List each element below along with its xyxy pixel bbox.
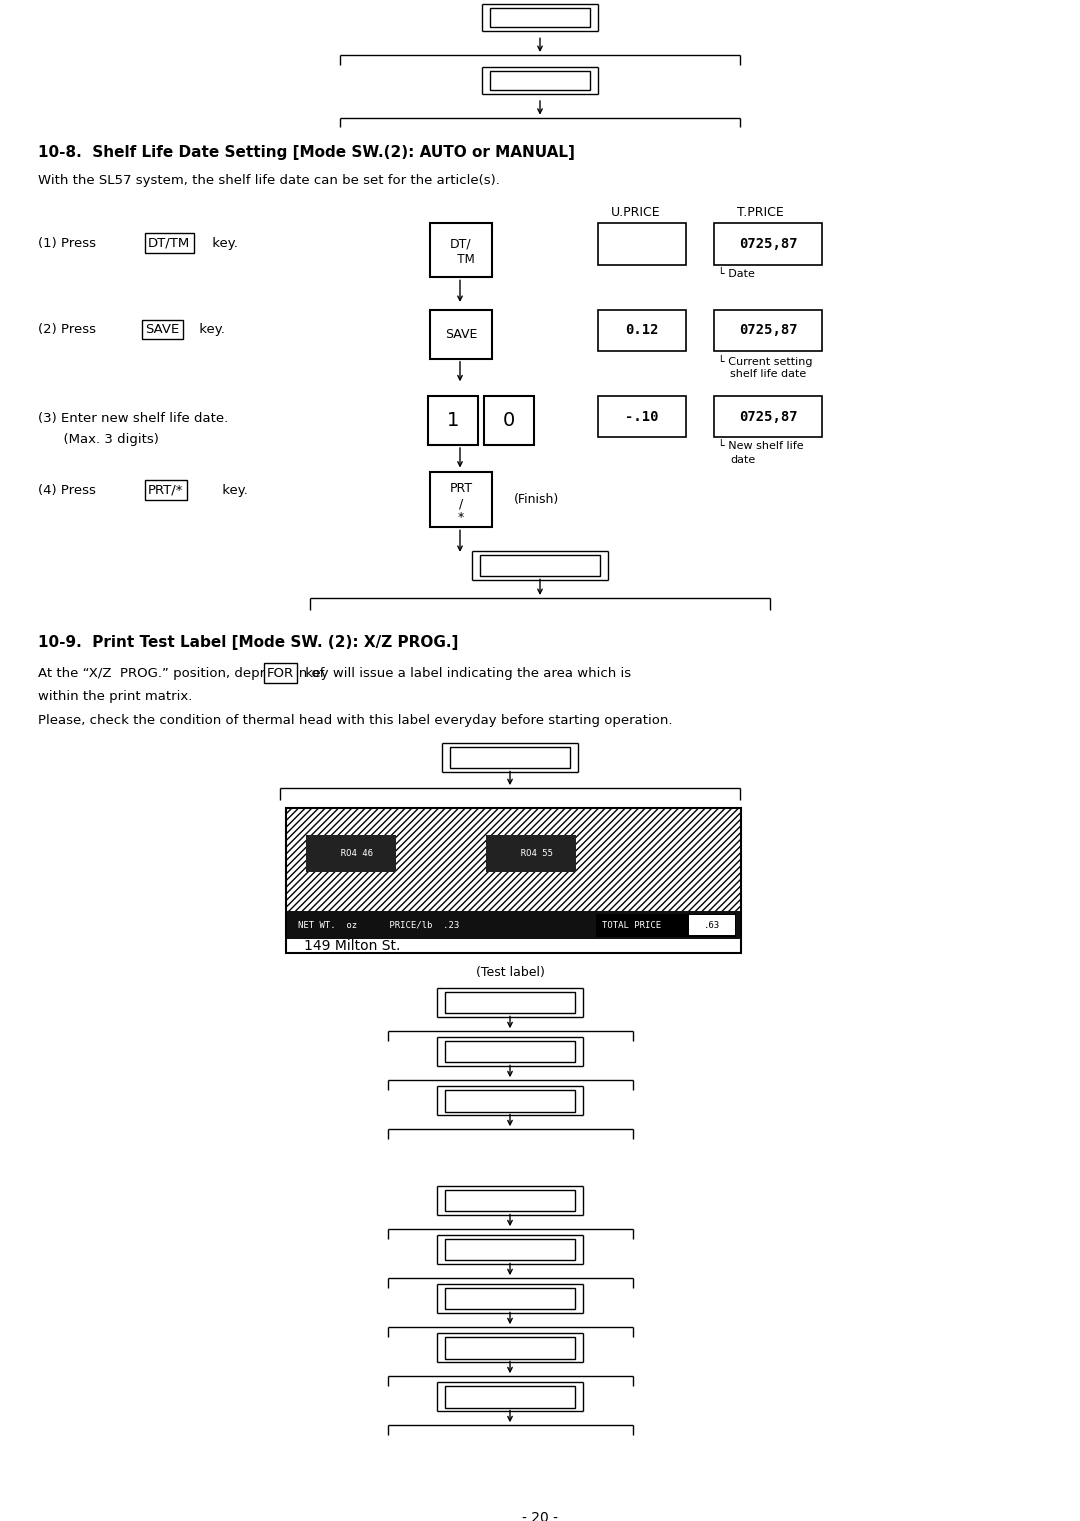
Bar [430, 224, 492, 277]
Text: 0.12: 0.12 [625, 324, 659, 338]
Text: key.: key. [218, 484, 248, 496]
Text: *: * [458, 511, 464, 525]
Text: (3) Enter new shelf life date.: (3) Enter new shelf life date. [38, 412, 228, 424]
Text: DT/TM: DT/TM [148, 237, 190, 249]
Bar [445, 1189, 575, 1212]
Bar [450, 747, 570, 768]
Text: SAVE: SAVE [145, 322, 179, 336]
Text: At the “X/Z  PROG.” position, depression of: At the “X/Z PROG.” position, depression … [38, 666, 328, 680]
Text: PRT/*: PRT/* [148, 484, 184, 496]
Text: (2) Press: (2) Press [38, 322, 100, 336]
Text: 0725,87: 0725,87 [739, 237, 797, 251]
Bar [428, 395, 478, 446]
Text: within the print matrix.: within the print matrix. [38, 691, 192, 703]
Text: 0725,87: 0725,87 [739, 324, 797, 338]
Bar [445, 1091, 575, 1112]
Bar [430, 473, 492, 528]
Text: └ New shelf life: └ New shelf life [718, 441, 804, 452]
Bar [445, 1288, 575, 1310]
Text: Please, check the condition of thermal head with this label everyday before star: Please, check the condition of thermal h… [38, 713, 673, 727]
Bar [598, 395, 686, 437]
Bar [598, 224, 686, 265]
Text: TM: TM [455, 252, 475, 266]
Text: /: / [459, 497, 463, 511]
Bar [306, 835, 396, 873]
Text: 0: 0 [503, 411, 515, 430]
Text: TOTAL PRICE: TOTAL PRICE [602, 920, 661, 929]
Text: shelf life date: shelf life date [730, 368, 807, 379]
Text: .63: .63 [704, 920, 720, 929]
Bar [714, 395, 822, 437]
Bar [490, 8, 590, 27]
Bar [286, 938, 741, 952]
Bar [286, 808, 741, 952]
Text: key.: key. [195, 322, 225, 336]
Text: 149 Milton St.: 149 Milton St. [303, 938, 401, 952]
Bar [714, 224, 822, 265]
Bar [445, 1337, 575, 1358]
Bar [430, 310, 492, 359]
Bar [484, 395, 534, 446]
Bar [598, 310, 686, 351]
Bar [596, 914, 735, 937]
Text: FOR: FOR [267, 666, 294, 680]
Text: date: date [730, 455, 755, 465]
Bar [286, 911, 741, 938]
Text: SAVE: SAVE [445, 327, 477, 341]
Bar [445, 1240, 575, 1261]
Text: U.PRICE: U.PRICE [611, 205, 661, 219]
Text: - 20 -: - 20 - [522, 1512, 558, 1521]
Text: key will issue a label indicating the area which is: key will issue a label indicating the ar… [301, 666, 631, 680]
Text: T.PRICE: T.PRICE [737, 205, 783, 219]
Text: (Max. 3 digits): (Max. 3 digits) [38, 433, 159, 446]
Bar [445, 1386, 575, 1407]
Text: -.10: -.10 [625, 409, 659, 423]
Bar [689, 916, 735, 935]
Text: RO4 46: RO4 46 [329, 849, 373, 858]
Text: key.: key. [208, 237, 238, 249]
Bar [490, 70, 590, 90]
Text: RO4 55: RO4 55 [510, 849, 553, 858]
Text: (4) Press: (4) Press [38, 484, 100, 496]
Text: PRT: PRT [449, 482, 473, 494]
Text: 0725,87: 0725,87 [739, 409, 797, 423]
Text: (Test label): (Test label) [475, 966, 544, 980]
Text: DT/: DT/ [450, 237, 472, 249]
Text: 10-8.  Shelf Life Date Setting [Mode SW.(2): AUTO or MANUAL]: 10-8. Shelf Life Date Setting [Mode SW.(… [38, 144, 575, 160]
Text: └ Date: └ Date [718, 269, 755, 278]
Bar [286, 808, 741, 911]
Text: With the SL57 system, the shelf life date can be set for the article(s).: With the SL57 system, the shelf life dat… [38, 175, 500, 187]
Text: (1) Press: (1) Press [38, 237, 100, 249]
Bar [445, 992, 575, 1013]
Bar [714, 310, 822, 351]
Text: 1: 1 [447, 411, 459, 430]
Bar [486, 835, 576, 873]
Text: (Finish): (Finish) [514, 493, 559, 506]
Text: └ Current setting: └ Current setting [718, 354, 812, 367]
Bar [480, 555, 600, 576]
Bar [445, 1040, 575, 1063]
Text: 10-9.  Print Test Label [Mode SW. (2): X/Z PROG.]: 10-9. Print Test Label [Mode SW. (2): X/… [38, 636, 458, 649]
Text: NET WT.  oz      PRICE/lb  .23: NET WT. oz PRICE/lb .23 [298, 920, 459, 929]
